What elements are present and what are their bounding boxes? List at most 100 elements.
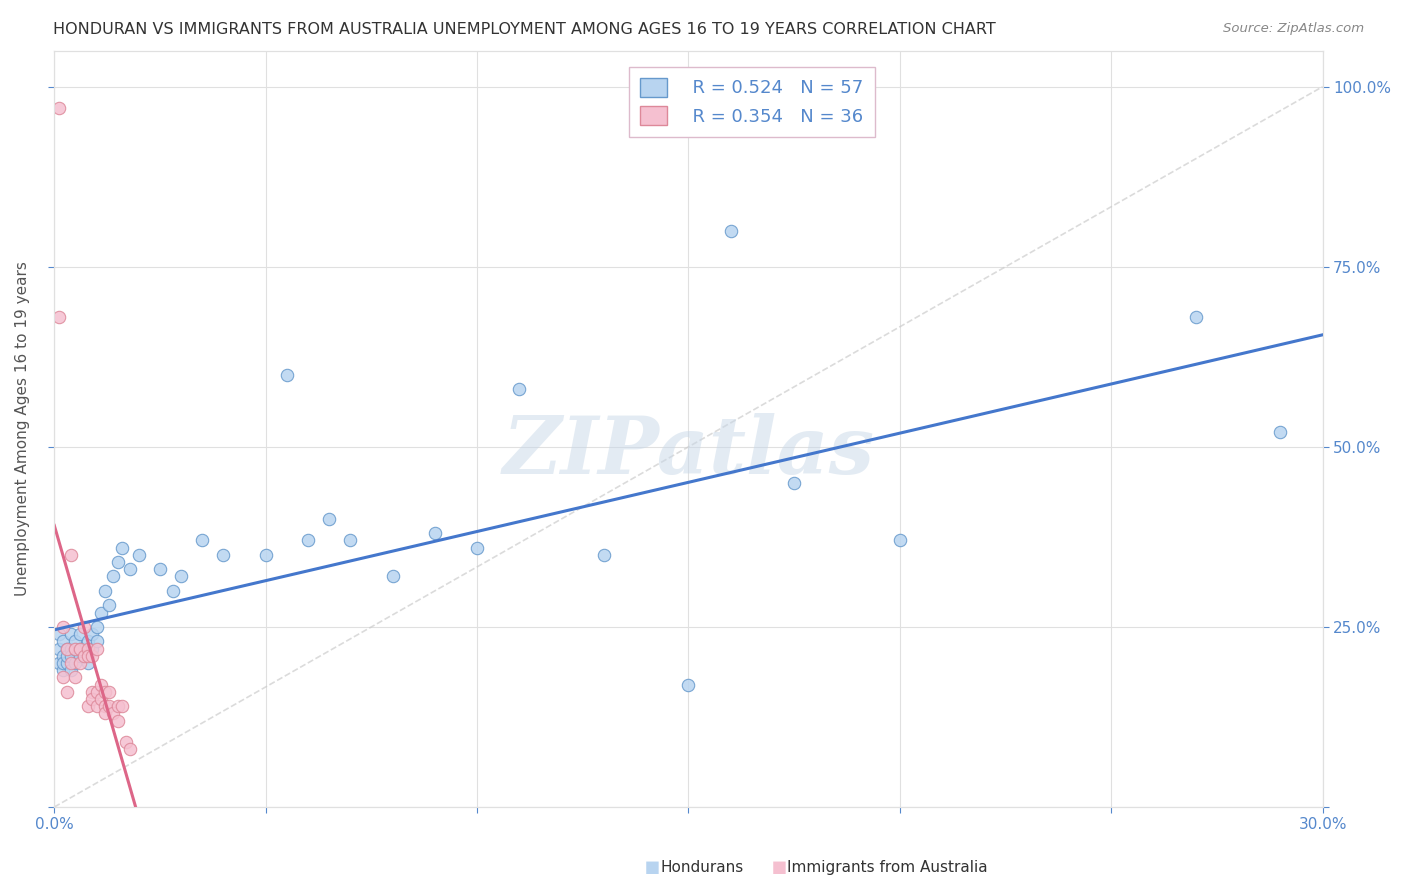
Legend:   R = 0.524   N = 57,   R = 0.354   N = 36: R = 0.524 N = 57, R = 0.354 N = 36 (628, 67, 875, 136)
Point (60, 648, 83, 663)
Point (65, 670, 87, 684)
Point (889, 533, 911, 548)
Point (69, 641, 91, 656)
Point (73, 648, 96, 663)
Text: ZIPatlas: ZIPatlas (502, 413, 875, 491)
Point (103, 706, 125, 721)
Point (381, 569, 404, 583)
Point (77, 634, 100, 648)
Point (111, 699, 134, 714)
Text: ▪: ▪ (644, 855, 661, 879)
Point (120, 562, 142, 576)
Point (52, 648, 75, 663)
Point (82, 692, 104, 706)
Point (60, 656, 83, 670)
Point (48, 627, 70, 641)
Point (73, 641, 96, 656)
Point (86, 641, 108, 656)
Point (77, 656, 100, 670)
Point (149, 562, 172, 576)
Y-axis label: Unemployment Among Ages 16 to 19 years: Unemployment Among Ages 16 to 19 years (15, 261, 30, 596)
Text: Hondurans: Hondurans (661, 860, 744, 874)
Point (82, 627, 104, 641)
Point (98, 599, 121, 613)
Point (98, 699, 121, 714)
Point (86, 634, 108, 648)
Point (128, 548, 150, 562)
Point (318, 512, 340, 526)
Point (94, 699, 117, 714)
Point (69, 641, 91, 656)
Point (52, 670, 75, 684)
Text: HONDURAN VS IMMIGRANTS FROM AUSTRALIA UNEMPLOYMENT AMONG AGES 16 TO 19 YEARS COR: HONDURAN VS IMMIGRANTS FROM AUSTRALIA UN… (53, 22, 997, 37)
Point (212, 548, 235, 562)
Point (56, 641, 79, 656)
Point (73, 620, 96, 634)
Point (82, 648, 104, 663)
Point (65, 634, 87, 648)
Point (107, 714, 129, 728)
Point (339, 533, 361, 548)
Point (276, 368, 298, 382)
Point (69, 648, 91, 663)
Point (69, 656, 91, 670)
Point (60, 641, 83, 656)
Point (52, 663, 75, 677)
Point (465, 541, 488, 555)
Point (73, 648, 96, 663)
Point (103, 569, 125, 583)
Point (77, 641, 100, 656)
Point (720, 224, 742, 238)
Text: Immigrants from Australia: Immigrants from Australia (787, 860, 988, 874)
Point (111, 541, 134, 555)
Point (77, 648, 100, 663)
Point (65, 656, 87, 670)
Point (86, 684, 108, 698)
Point (60, 548, 83, 562)
Point (107, 555, 129, 569)
Point (60, 663, 83, 677)
Text: Source: ZipAtlas.com: Source: ZipAtlas.com (1223, 22, 1364, 36)
Point (65, 641, 87, 656)
Point (48, 641, 70, 656)
Point (297, 533, 319, 548)
Point (90, 606, 112, 620)
Point (107, 699, 129, 714)
Point (82, 641, 104, 656)
Point (90, 692, 112, 706)
Point (1270, 425, 1292, 440)
Point (162, 583, 184, 598)
Point (98, 684, 121, 698)
Point (593, 548, 616, 562)
Point (191, 533, 214, 548)
Text: ▪: ▪ (770, 855, 787, 879)
Point (52, 656, 75, 670)
Point (52, 620, 75, 634)
Point (86, 620, 108, 634)
Point (783, 475, 806, 490)
Point (69, 627, 91, 641)
Point (56, 684, 79, 698)
Point (170, 569, 193, 583)
Point (56, 656, 79, 670)
Point (56, 641, 79, 656)
Point (48, 310, 70, 325)
Point (94, 706, 117, 721)
Point (86, 699, 108, 714)
Point (678, 677, 700, 691)
Point (65, 641, 87, 656)
Point (77, 699, 100, 714)
Point (120, 742, 142, 756)
Point (90, 677, 112, 691)
Point (94, 583, 117, 598)
Point (94, 684, 117, 698)
Point (423, 526, 446, 541)
Point (48, 101, 70, 115)
Point (48, 656, 70, 670)
Point (52, 634, 75, 648)
Point (508, 382, 530, 396)
Point (60, 627, 83, 641)
Point (82, 684, 104, 698)
Point (254, 548, 277, 562)
Point (1184, 310, 1206, 325)
